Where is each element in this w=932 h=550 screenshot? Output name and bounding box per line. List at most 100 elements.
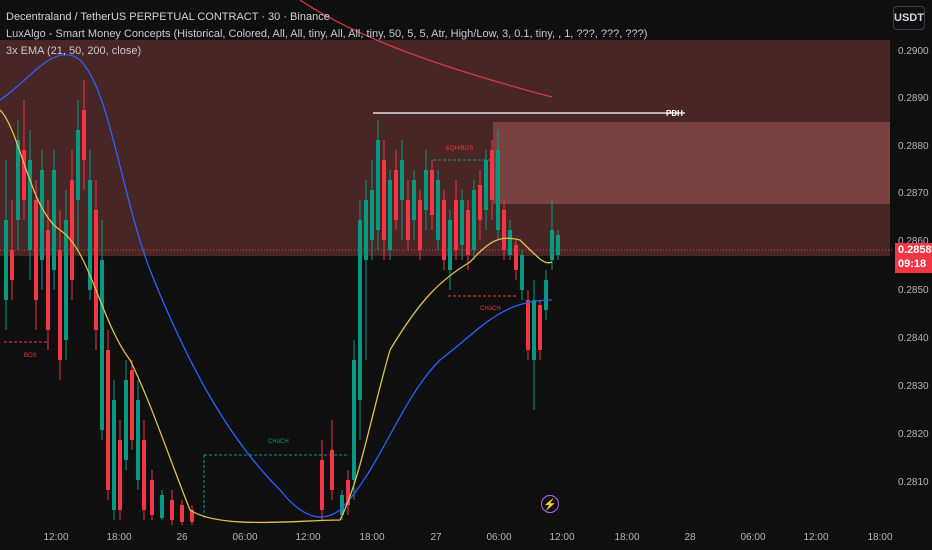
candle-body	[388, 180, 392, 250]
lightning-icon[interactable]: ⚡	[541, 495, 559, 513]
candle-body	[52, 170, 56, 270]
candle-body	[532, 300, 536, 360]
candle-body	[364, 200, 368, 260]
candle-body	[136, 400, 140, 480]
candle-body	[454, 200, 458, 250]
price-tick-label: 0.2830	[898, 381, 929, 392]
candle-body	[160, 495, 164, 518]
candle-body	[508, 230, 512, 255]
candle-body	[394, 170, 398, 220]
price-tick-label: 0.2880	[898, 141, 929, 152]
candle-body	[130, 370, 134, 440]
time-tick-label: 06:00	[740, 532, 765, 543]
currency-button[interactable]: USDT	[893, 6, 925, 30]
candle-body	[418, 200, 422, 250]
ema50-line	[0, 53, 553, 518]
candle-body	[64, 220, 68, 340]
price-tick-label: 0.2890	[898, 93, 929, 104]
price-tick-label: 0.2860	[898, 236, 929, 247]
time-tick-label: 26	[176, 532, 188, 543]
candle-body	[330, 450, 334, 490]
choch-mid-label: CHoCH	[480, 306, 501, 312]
chart-title: Decentraland / TetherUS PERPETUAL CONTRA…	[6, 11, 330, 23]
candle-body	[46, 230, 50, 330]
candle-body	[190, 510, 194, 522]
candle-body	[430, 170, 434, 215]
candle-body	[448, 220, 452, 270]
bar-countdown: 09:18	[898, 258, 927, 270]
candle-body	[320, 460, 324, 510]
candlestick-series	[4, 80, 560, 525]
candle-body	[40, 170, 44, 260]
time-tick-label: 28	[684, 532, 696, 543]
candle-body	[94, 210, 98, 330]
ema200-line	[299, 0, 553, 98]
candle-body	[82, 110, 86, 160]
candle-body	[496, 150, 500, 230]
candle-body	[424, 170, 428, 210]
candle-body	[16, 140, 20, 220]
candle-body	[478, 185, 482, 220]
candle-body	[4, 220, 8, 300]
time-tick-label: 12:00	[803, 532, 828, 543]
price-tick-label: 0.2850	[898, 285, 929, 296]
supply-zone-upper	[493, 122, 890, 204]
candle-body	[514, 245, 518, 270]
price-tick-label: 0.2810	[898, 477, 929, 488]
time-tick-label: 06:00	[232, 532, 257, 543]
ema21-line	[0, 109, 553, 524]
candle-body	[34, 200, 38, 300]
candle-body	[460, 200, 464, 245]
candle-body	[490, 150, 494, 200]
candle-body	[124, 380, 128, 460]
candle-body	[382, 160, 386, 240]
candle-body	[10, 250, 14, 280]
candle-body	[436, 180, 440, 240]
candle-body	[28, 160, 32, 250]
time-tick-label: 27	[430, 532, 442, 543]
price-tick-label: 0.2840	[898, 333, 929, 344]
candle-body	[502, 210, 506, 250]
candle-body	[118, 440, 122, 510]
time-tick-label: 12:00	[549, 532, 574, 543]
candle-body	[180, 505, 184, 522]
indicator-smc-legend[interactable]: LuxAlgo - Smart Money Concepts (Historic…	[6, 28, 648, 40]
time-axis[interactable]: 12:00 18:00 26 06:00 12:00 18:00 27 06:00 12:00 1…	[43, 532, 892, 543]
candle-body	[550, 230, 554, 260]
eqh-bos-label: EQH/BOS	[446, 146, 473, 152]
candle-body	[526, 300, 530, 350]
candle-body	[520, 255, 524, 290]
candle-body	[22, 150, 26, 200]
time-tick-label: 18:00	[106, 532, 131, 543]
candle-body	[70, 180, 74, 280]
candle-body	[556, 235, 560, 255]
candle-body	[58, 250, 62, 360]
time-tick-label: 18:00	[359, 532, 384, 543]
candle-body	[88, 180, 92, 290]
pdh-label: PDH	[666, 109, 683, 118]
candle-body	[112, 400, 116, 510]
candle-body	[100, 260, 104, 430]
candle-body	[544, 280, 548, 310]
candle-body	[412, 180, 416, 220]
current-price-tag: 0.2858 09:18	[895, 243, 932, 273]
candle-body	[142, 440, 146, 510]
candle-body	[484, 160, 488, 210]
candle-body	[106, 350, 110, 490]
candle-body	[150, 480, 154, 515]
candle-body	[340, 495, 344, 515]
price-axis[interactable]: 0.2900 0.2890 0.2880 0.2870 0.2860 0.2850 0.28…	[898, 46, 929, 488]
price-tick-label: 0.2900	[898, 46, 929, 57]
indicator-ema-legend[interactable]: 3x EMA (21, 50, 200, close)	[6, 45, 142, 57]
candle-body	[538, 305, 542, 350]
bos-label: BOS	[24, 353, 37, 359]
candle-body	[400, 160, 404, 200]
candle-body	[358, 220, 362, 400]
candle-body	[376, 140, 380, 230]
candle-body	[352, 360, 356, 480]
time-tick-label: 12:00	[43, 532, 68, 543]
time-tick-label: 18:00	[867, 532, 892, 543]
current-price-value: 0.2858	[898, 244, 932, 256]
candle-body	[406, 200, 410, 240]
